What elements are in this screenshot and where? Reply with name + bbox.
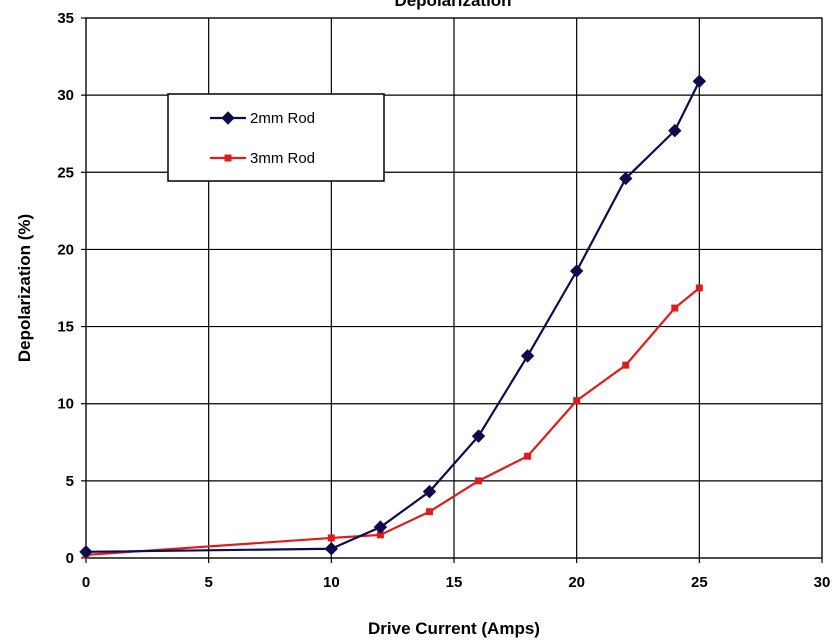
y-tick-label: 10 [57, 396, 74, 413]
legend-entry-2mm-rod: 2mm Rod [210, 110, 315, 127]
y-tick-label: 30 [57, 87, 74, 104]
data-point-3mm-rod [622, 361, 630, 369]
x-tick-label: 15 [446, 574, 463, 591]
legend-label: 3mm Rod [250, 150, 315, 167]
data-point-2mm-rod [79, 545, 93, 559]
data-point-2mm-rod [619, 171, 633, 186]
legend-marker [221, 111, 235, 125]
data-point-2mm-rod [692, 74, 707, 88]
legend: 2mm Rod 3mm Rod [167, 93, 385, 182]
chart-title: Depolarization [394, 0, 511, 10]
y-tick-label: 0 [66, 550, 74, 567]
data-point-3mm-rod [475, 477, 483, 485]
y-tick-label: 20 [57, 241, 74, 258]
y-axis-title: Depolarization (%) [15, 214, 34, 362]
data-point-2mm-rod [569, 264, 584, 278]
data-point-2mm-rod [668, 123, 682, 138]
data-point-3mm-rod [376, 531, 384, 539]
data-point-3mm-rod [425, 508, 433, 516]
x-tick-label: 25 [691, 574, 708, 591]
x-tick-label: 30 [814, 574, 831, 591]
data-point-3mm-rod [695, 284, 703, 292]
x-axis-title: Drive Current (Amps) [368, 619, 540, 638]
y-axis-ticks: 0 5 10 15 20 25 30 35 [57, 10, 86, 567]
data-point-3mm-rod [573, 397, 581, 405]
series-line-3mm-rod [85, 287, 701, 557]
legend-items: 2mm Rod 3mm Rod [210, 110, 315, 167]
series-line-2mm-rod [85, 80, 701, 553]
legend-box [167, 93, 385, 182]
data-point-3mm-rod [671, 304, 679, 312]
data-point-2mm-rod [471, 429, 486, 443]
y-tick-label: 25 [57, 164, 74, 181]
series-layer [79, 74, 707, 559]
data-point-3mm-rod [327, 534, 335, 542]
data-point-2mm-rod [422, 484, 437, 499]
x-tick-label: 10 [323, 574, 340, 591]
legend-marker [224, 154, 232, 162]
x-tick-label: 20 [568, 574, 585, 591]
legend-entry-3mm-rod: 3mm Rod [210, 150, 315, 167]
legend-label: 2mm Rod [250, 110, 315, 127]
data-point-2mm-rod [373, 520, 388, 534]
series-2mm-rod [79, 74, 707, 559]
y-tick-label: 5 [66, 473, 74, 490]
x-tick-label: 5 [204, 574, 212, 591]
x-axis-ticks: 0 5 10 15 20 25 30 [82, 558, 831, 591]
data-point-2mm-rod [324, 542, 339, 556]
data-point-2mm-rod [520, 349, 535, 363]
y-tick-label: 15 [57, 319, 74, 336]
y-tick-label: 35 [57, 10, 74, 27]
x-tick-label: 0 [82, 574, 90, 591]
data-point-3mm-rod [524, 452, 532, 460]
